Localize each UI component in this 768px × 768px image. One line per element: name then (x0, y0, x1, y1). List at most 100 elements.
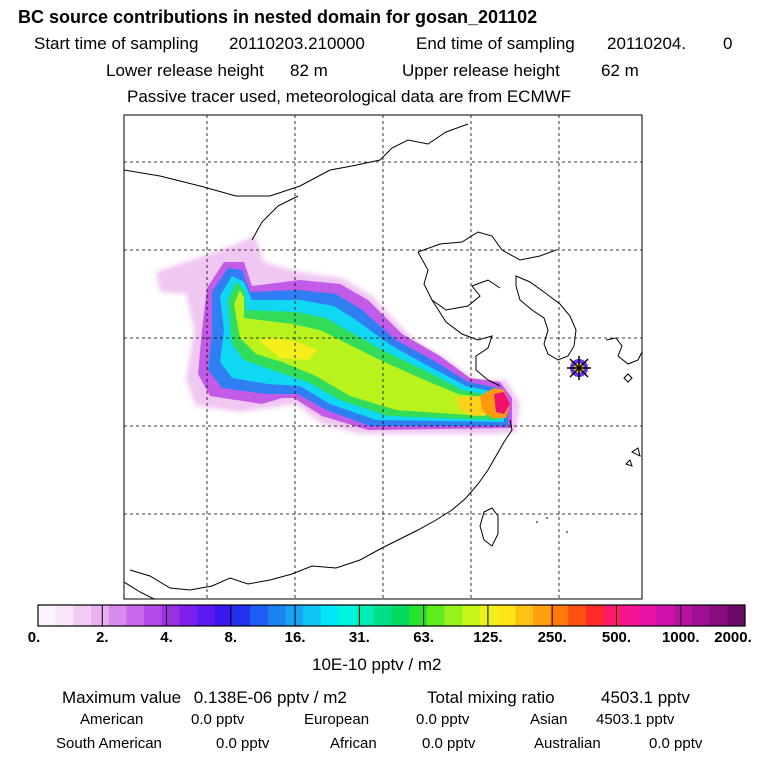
colorbar-tick-label: 0. (27, 629, 41, 646)
colorbar-cell (161, 605, 180, 626)
start-time-value: 20110203.210000 (229, 34, 365, 53)
colorbar-cell (497, 605, 516, 626)
colorbar-cell (38, 605, 57, 626)
colorbar-tick-label: 2000. (714, 629, 752, 646)
inner-border (251, 195, 299, 241)
colorbar-cell (73, 605, 92, 626)
region-american-label: American (80, 711, 144, 728)
colorbar-cell (479, 605, 498, 626)
region-south-american-label: South American (56, 735, 162, 752)
colorbar-cell (409, 605, 428, 626)
colorbar-cell (603, 605, 622, 626)
colorbar-cell (585, 605, 604, 626)
colorbar-cell (197, 605, 216, 626)
region-australian-value: 0.0 pptv (649, 735, 703, 752)
region-asian-label: Asian (530, 711, 568, 728)
colorbar-tick-label: 1000. (661, 629, 700, 646)
colorbar-cell (250, 605, 269, 626)
colorbar-tick-label: 500. (601, 629, 632, 646)
colorbar-cell (179, 605, 198, 626)
colorbar-cell (444, 605, 463, 626)
colorbar-frame (37, 604, 746, 627)
colorbar-tick-label: 8. (224, 629, 238, 646)
bohai-coast (417, 251, 501, 311)
colorbar-cell (91, 605, 110, 626)
colorbar-tick-label: 31. (348, 629, 370, 646)
region-african-value: 0.0 pptv (422, 735, 476, 752)
colorbar-cell (532, 605, 551, 626)
colorbar-cell (356, 605, 375, 626)
region-south-american-value: 0.0 pptv (216, 735, 270, 752)
colorbar-cell (303, 605, 322, 626)
colorbar-cell (267, 605, 286, 626)
colorbar-cell (621, 605, 640, 626)
colorbar-dividers (101, 605, 682, 626)
colorbar-cell (674, 605, 693, 626)
colorbar-cell (568, 605, 587, 626)
taiwan (479, 507, 499, 547)
plume-yellow (258, 338, 318, 360)
south-coast (129, 547, 383, 591)
upper-height-value: 62 m (601, 61, 639, 80)
colorbar-cell (550, 605, 569, 626)
map-frame (123, 114, 643, 600)
colorbar-cell (55, 605, 74, 626)
colorbar-cell (232, 605, 251, 626)
shandong-coast (431, 299, 501, 387)
coastlines (124, 123, 642, 599)
colorbar-tick-label: 63. (413, 629, 435, 646)
colorbar-cell (285, 605, 304, 626)
colorbar-cell (108, 605, 127, 626)
lower-height-value: 82 m (290, 61, 328, 80)
plume-field (156, 236, 588, 434)
plume-yellowgreen (234, 290, 494, 416)
tracer-info: Passive tracer used, meteorological data… (127, 87, 572, 106)
japan-islands (623, 373, 641, 467)
region-australian-label: Australian (534, 735, 601, 752)
korean-peninsula (515, 275, 577, 361)
colorbar-tick-label: 250. (537, 629, 567, 646)
receptor-star-icon (567, 356, 591, 380)
lower-height-label: Lower release height (106, 61, 264, 80)
colorbar-cell (214, 605, 233, 626)
colorbar-tick-label: 125. (473, 629, 503, 646)
ryukyu-dots (536, 517, 568, 533)
start-time-label: Start time of sampling (34, 34, 199, 53)
region-european-label: European (304, 711, 370, 728)
china-east-coast (381, 419, 513, 549)
region-asian-value: 4503.1 pptv (596, 711, 675, 728)
colorbar-unit: 10E-10 pptv / m2 (312, 655, 442, 674)
colorbar-cell (709, 605, 728, 626)
colorbar-cell (638, 605, 658, 626)
colorbar-cell (373, 605, 392, 626)
lat-lon-grid (124, 115, 642, 599)
colorbar-cell (515, 605, 534, 626)
colorbar-cell (126, 605, 145, 626)
colorbar-tick-label: 2. (96, 629, 109, 646)
korea-border-north (417, 231, 557, 261)
chart-title: BC source contributions in nested domain… (18, 7, 538, 27)
region-african-label: African (330, 735, 377, 752)
colorbar-cell (144, 605, 163, 626)
total-mixing-value: 4503.1 pptv (601, 688, 690, 707)
colorbar-cell (391, 605, 410, 626)
colorbar-cell (426, 605, 445, 626)
colorbar-cell (338, 605, 357, 626)
hainan-west (124, 581, 155, 599)
max-value: 0.138E-06 pptv / m2 (193, 688, 347, 707)
plume-hotspot (494, 392, 510, 414)
colorbar-cell (727, 605, 746, 626)
colorbar-cells (38, 605, 746, 626)
colorbar-cell (320, 605, 339, 626)
end-time-value: 20110204. (607, 34, 687, 53)
colorbar-tick-label: 4. (160, 629, 173, 646)
region-european-value: 0.0 pptv (416, 711, 470, 728)
max-value-line: Maximum value 0.138E-06 pptv / m2 (62, 689, 347, 706)
region-american-value: 0.0 pptv (191, 711, 245, 728)
colorbar-cell (691, 605, 711, 626)
total-mixing-label: Total mixing ratio (427, 688, 555, 707)
max-value-label: Maximum value (62, 688, 182, 707)
end-time-label: End time of sampling (416, 34, 575, 53)
